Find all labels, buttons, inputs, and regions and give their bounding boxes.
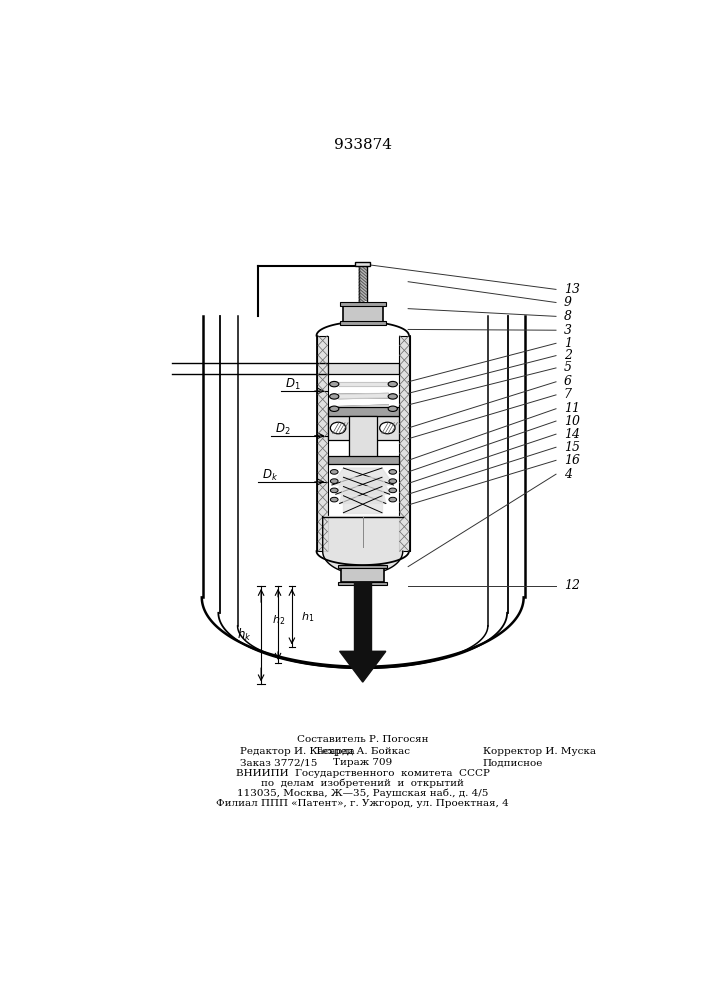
Text: 14: 14 [563, 428, 580, 441]
Bar [341, 568, 385, 582]
Text: 113035, Москва, Ж—35, Раушская наб., д. 4/5: 113035, Москва, Ж—35, Раушская наб., д. … [237, 789, 489, 798]
Text: Редактор И. Касарда: Редактор И. Касарда [240, 747, 355, 756]
Bar [355, 262, 370, 266]
Bar [328, 407, 399, 416]
Text: по  делам  изобретений  и  открытий: по делам изобретений и открытий [262, 779, 464, 788]
Text: 13: 13 [563, 283, 580, 296]
Bar [399, 336, 409, 551]
Text: Заказ 3772/15: Заказ 3772/15 [240, 758, 317, 767]
Text: Корректор И. Муска: Корректор И. Муска [483, 747, 596, 756]
Bar [328, 363, 399, 374]
Text: 3: 3 [563, 324, 572, 337]
Ellipse shape [330, 488, 338, 493]
Bar [339, 302, 386, 306]
Ellipse shape [330, 470, 338, 474]
Bar [338, 582, 387, 585]
Ellipse shape [329, 394, 339, 399]
Text: 9: 9 [563, 296, 572, 309]
Ellipse shape [329, 406, 339, 411]
Text: Техред А. Бойкас: Техред А. Бойкас [315, 747, 410, 756]
Text: $D_2$: $D_2$ [275, 422, 291, 437]
Text: 15: 15 [563, 441, 580, 454]
Text: 8: 8 [563, 310, 572, 323]
Polygon shape [339, 382, 388, 386]
Text: $h_2$: $h_2$ [272, 614, 286, 627]
Text: 933874: 933874 [334, 138, 392, 152]
Polygon shape [339, 651, 386, 682]
Ellipse shape [330, 479, 338, 483]
Polygon shape [339, 487, 386, 503]
Ellipse shape [330, 422, 346, 434]
Polygon shape [339, 393, 388, 399]
Ellipse shape [330, 497, 338, 502]
Text: $h_k$: $h_k$ [238, 627, 252, 643]
Text: Филиал ППП «Патент», г. Ужгород, ул. Проектная, 4: Филиал ППП «Патент», г. Ужгород, ул. Про… [216, 799, 509, 808]
Text: 10: 10 [563, 415, 580, 428]
Text: 5: 5 [563, 361, 572, 374]
Ellipse shape [389, 488, 397, 493]
Polygon shape [344, 496, 382, 513]
Polygon shape [332, 468, 394, 485]
Ellipse shape [389, 470, 397, 474]
Text: 1: 1 [563, 337, 572, 350]
Text: 2: 2 [563, 349, 572, 362]
Bar [317, 336, 328, 551]
Ellipse shape [388, 394, 397, 399]
Ellipse shape [389, 497, 397, 502]
Text: 4: 4 [563, 468, 572, 481]
Text: 7: 7 [563, 388, 572, 401]
Text: Тираж 709: Тираж 709 [333, 758, 392, 767]
Text: $D_k$: $D_k$ [262, 468, 278, 483]
Text: 16: 16 [563, 454, 580, 467]
Bar [328, 416, 399, 440]
Ellipse shape [388, 381, 397, 387]
Text: Составитель Р. Погосян: Составитель Р. Погосян [297, 735, 428, 744]
Bar [339, 321, 386, 325]
Text: ВНИИПИ  Государственного  комитета  СССР: ВНИИПИ Государственного комитета СССР [236, 769, 490, 778]
Text: 11: 11 [563, 402, 580, 415]
Ellipse shape [380, 422, 395, 434]
Bar [349, 416, 377, 463]
Ellipse shape [388, 406, 397, 411]
Text: Подписное: Подписное [483, 758, 543, 767]
Text: $D_1$: $D_1$ [285, 377, 300, 392]
Polygon shape [336, 477, 390, 494]
Polygon shape [322, 517, 403, 574]
Bar [343, 306, 382, 322]
Polygon shape [354, 582, 371, 651]
Polygon shape [339, 405, 388, 411]
Text: 12: 12 [563, 579, 580, 592]
Bar [328, 456, 399, 464]
Text: $h_1$: $h_1$ [301, 610, 315, 624]
Bar [338, 565, 387, 568]
Ellipse shape [329, 381, 339, 387]
Text: 6: 6 [563, 375, 572, 388]
Ellipse shape [389, 479, 397, 483]
